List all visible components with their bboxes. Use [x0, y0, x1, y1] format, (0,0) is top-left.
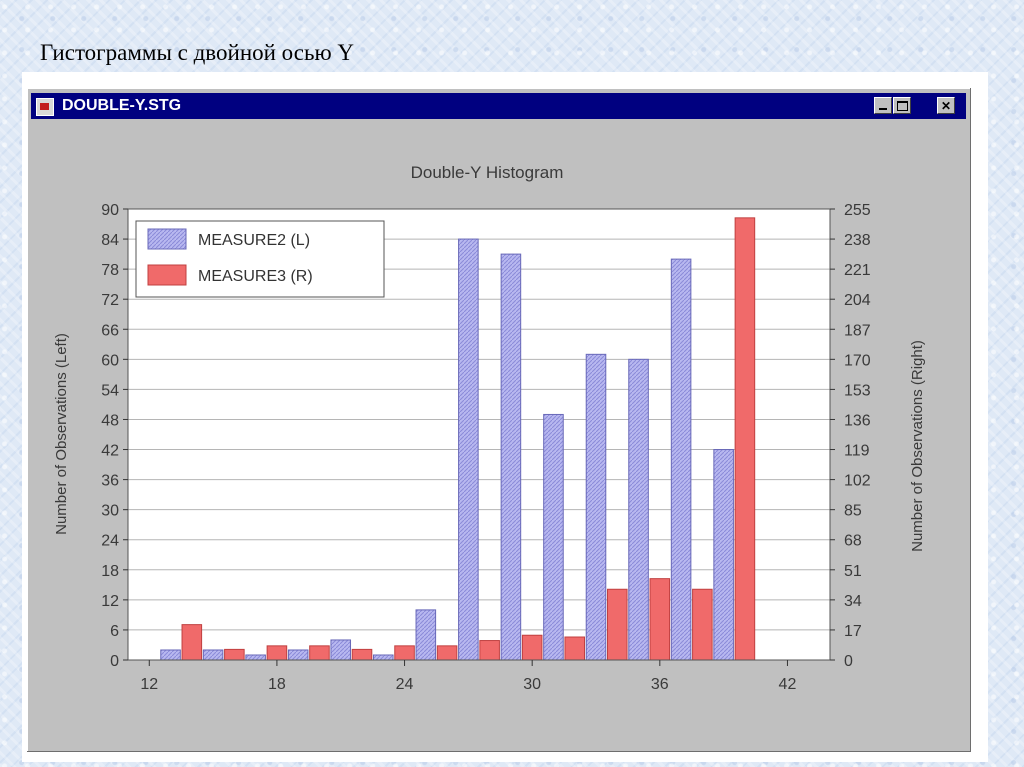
y-tick-label-left: 12 — [101, 593, 119, 610]
y-tick-label-right: 221 — [844, 262, 871, 279]
y-tick-label-left: 42 — [101, 443, 119, 460]
bar-measure3 — [692, 588, 713, 661]
minimize-button[interactable] — [874, 97, 892, 114]
y-tick-label-right: 51 — [844, 563, 862, 580]
x-tick-label: 18 — [268, 676, 286, 693]
close-button[interactable]: ✕ — [937, 97, 955, 114]
y-tick-label-left: 18 — [101, 563, 119, 580]
y-tick-label-left: 60 — [101, 352, 119, 369]
y-tick-label-right: 238 — [844, 232, 871, 249]
x-tick-label: 12 — [140, 676, 158, 693]
maximize-button[interactable] — [893, 97, 911, 114]
bar-measure3 — [564, 636, 586, 661]
x-tick-label: 24 — [396, 676, 414, 693]
bar-measure3 — [606, 588, 628, 661]
bar-measure2 — [287, 649, 309, 661]
bar-measure2 — [458, 238, 479, 661]
y-tick-label-left: 84 — [101, 232, 119, 249]
bar-measure2 — [628, 358, 649, 661]
y-tick-label-left: 48 — [101, 412, 119, 429]
y-axis-label-left: Number of Observations (Left) — [53, 333, 70, 535]
bar-measure2 — [245, 654, 266, 661]
bar-measure3 — [649, 578, 671, 661]
y-tick-label-right: 102 — [844, 473, 871, 490]
bar-measure2 — [713, 449, 734, 661]
chart-title: Double-Y Histogram — [411, 163, 564, 182]
x-tick-label: 36 — [651, 676, 669, 693]
bar-measure3 — [734, 217, 756, 661]
bar-measure3 — [266, 645, 288, 661]
y-tick-label-left: 90 — [101, 202, 119, 219]
y-tick-label-right: 255 — [844, 202, 871, 219]
bar-measure2 — [415, 609, 437, 661]
window-titlebar[interactable] — [31, 93, 966, 119]
bar-measure3 — [436, 645, 458, 661]
legend-label-measure2: MEASURE2 (L) — [198, 232, 310, 249]
y-tick-label-right: 34 — [844, 593, 862, 610]
legend: MEASURE2 (L) MEASURE3 (R) — [135, 220, 385, 298]
y-tick-label-right: 204 — [844, 292, 871, 309]
axis-ticks: 0 6 12 18 24 30 36 42 48 54 60 66 72 78 84 90 0 17 34 51 68 8… — [101, 202, 871, 693]
y-tick-label-right: 153 — [844, 382, 871, 399]
y-axis-label-right: Number of Observations (Right) — [909, 340, 926, 552]
y-tick-label-left: 54 — [101, 382, 119, 399]
bar-measure2 — [372, 654, 394, 661]
bar-measure2 — [670, 258, 692, 661]
bar-measure2 — [543, 413, 564, 661]
y-tick-label-left: 30 — [101, 503, 119, 520]
plot-frame — [127, 208, 831, 661]
bar-measure3 — [479, 640, 500, 661]
bar-measure3 — [224, 648, 245, 661]
y-tick-label-left: 66 — [101, 322, 119, 339]
legend-label-measure3: MEASURE3 (R) — [198, 268, 313, 285]
legend-swatch-measure3 — [147, 264, 187, 286]
y-tick-label-right: 170 — [844, 352, 871, 369]
app-icon — [36, 98, 54, 116]
y-tick-label-right: 187 — [844, 322, 871, 339]
x-tick-label: 30 — [523, 676, 541, 693]
legend-swatch-measure2 — [147, 228, 187, 250]
window-title: DOUBLE-Y.STG — [62, 97, 182, 114]
bar-measure2 — [585, 353, 607, 661]
y-tick-label-left: 36 — [101, 473, 119, 490]
bar-measure2 — [330, 639, 352, 661]
x-tick-label: 42 — [779, 676, 797, 693]
y-tick-label-left: 6 — [110, 623, 119, 640]
bar-measure2 — [160, 649, 181, 661]
bar-measure3 — [351, 648, 373, 661]
bar-measure2 — [500, 253, 522, 661]
y-tick-label-right: 17 — [844, 623, 862, 640]
bar-measure3 — [521, 634, 543, 661]
bar-measure3 — [181, 624, 203, 661]
y-tick-label-left: 78 — [101, 262, 119, 279]
y-tick-label-right: 85 — [844, 503, 862, 520]
bar-measure3 — [309, 645, 330, 661]
y-tick-label-right: 119 — [844, 443, 870, 460]
y-tick-label-right: 0 — [844, 653, 853, 670]
slide-title: Гистограммы с двойной осью Y — [40, 40, 354, 65]
y-tick-label-right: 136 — [844, 412, 871, 429]
y-tick-label-right: 68 — [844, 533, 862, 550]
y-tick-label-left: 24 — [101, 533, 119, 550]
y-tick-label-left: 0 — [110, 653, 119, 670]
bar-measure3 — [394, 645, 415, 661]
bar-measure2 — [202, 649, 224, 661]
y-tick-label-left: 72 — [101, 292, 119, 309]
bars — [160, 217, 756, 661]
